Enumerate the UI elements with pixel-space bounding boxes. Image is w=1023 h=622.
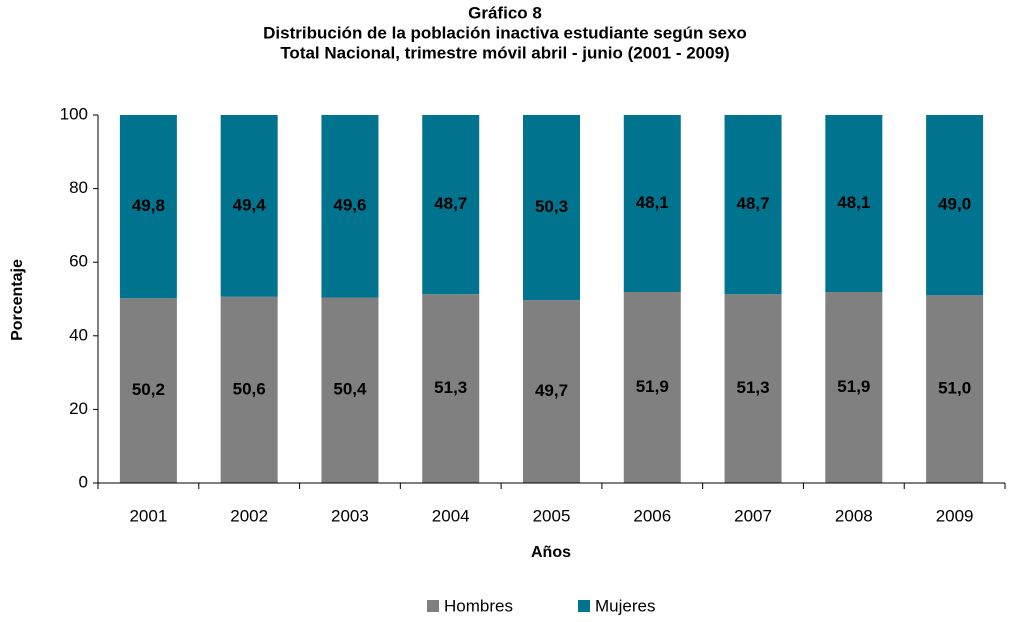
x-tick-label: 2007 (734, 506, 772, 525)
data-label: 49,7 (535, 381, 568, 400)
x-axis-label: Años (531, 544, 571, 561)
bar-segment (523, 115, 580, 301)
bar-segment (321, 115, 379, 298)
data-label: 50,2 (132, 380, 165, 399)
data-label: 51,3 (434, 378, 467, 397)
y-axis-label: Porcentaje (9, 259, 26, 341)
x-tick-label: 2002 (230, 506, 268, 525)
data-label: 48,1 (636, 193, 669, 212)
bar-segment (724, 294, 782, 483)
y-tick-label: 60 (69, 252, 88, 271)
data-label: 49,6 (333, 196, 366, 215)
bar-segment (422, 115, 480, 295)
x-tick-label: 2005 (533, 506, 571, 525)
legend-swatch (427, 600, 439, 612)
data-label: 49,0 (938, 195, 971, 214)
y-tick-label: 100 (60, 104, 88, 123)
y-tick-label: 0 (79, 472, 88, 491)
bar-segment (422, 294, 480, 483)
bar-segment (623, 115, 681, 293)
data-label: 49,8 (132, 196, 165, 215)
legend-swatch (578, 600, 590, 612)
data-label: 51,9 (837, 377, 870, 396)
bar-segment (825, 292, 883, 483)
data-label: 48,1 (837, 193, 870, 212)
data-label: 51,3 (737, 378, 770, 397)
data-label: 48,7 (434, 194, 467, 213)
bar-segment (623, 292, 681, 483)
bar-segment (926, 295, 984, 483)
bar-segment (321, 297, 379, 483)
bar-segment (220, 115, 278, 297)
bar-segment (119, 298, 177, 483)
legend-label: Hombres (444, 596, 513, 615)
chart-title: Gráfico 8 (468, 3, 542, 22)
data-label: 50,6 (233, 379, 266, 398)
x-tick-label: 2009 (936, 506, 974, 525)
data-label: 50,4 (333, 380, 367, 399)
bar-segment (926, 115, 984, 296)
y-tick-label: 80 (69, 178, 88, 197)
legend-label: Mujeres (595, 596, 655, 615)
bar-segment (724, 115, 782, 295)
x-tick-label: 2003 (331, 506, 369, 525)
x-tick-label: 2008 (835, 506, 873, 525)
data-label: 48,7 (737, 194, 770, 213)
bar-segment (825, 115, 883, 293)
y-tick-label: 20 (69, 399, 88, 418)
x-tick-label: 2006 (633, 506, 671, 525)
x-tick-label: 2001 (129, 506, 167, 525)
chart-title: Total Nacional, trimestre móvil abril - … (280, 43, 729, 62)
x-tick-label: 2004 (432, 506, 470, 525)
data-label: 49,4 (233, 195, 267, 214)
data-label: 50,3 (535, 197, 568, 216)
y-tick-label: 40 (69, 325, 88, 344)
data-label: 51,9 (636, 377, 669, 396)
bar-segment (523, 300, 580, 483)
chart-title: Distribución de la población inactiva es… (263, 23, 747, 42)
bar-segment (119, 115, 177, 299)
data-label: 51,0 (938, 379, 971, 398)
bar-segment (220, 296, 278, 483)
